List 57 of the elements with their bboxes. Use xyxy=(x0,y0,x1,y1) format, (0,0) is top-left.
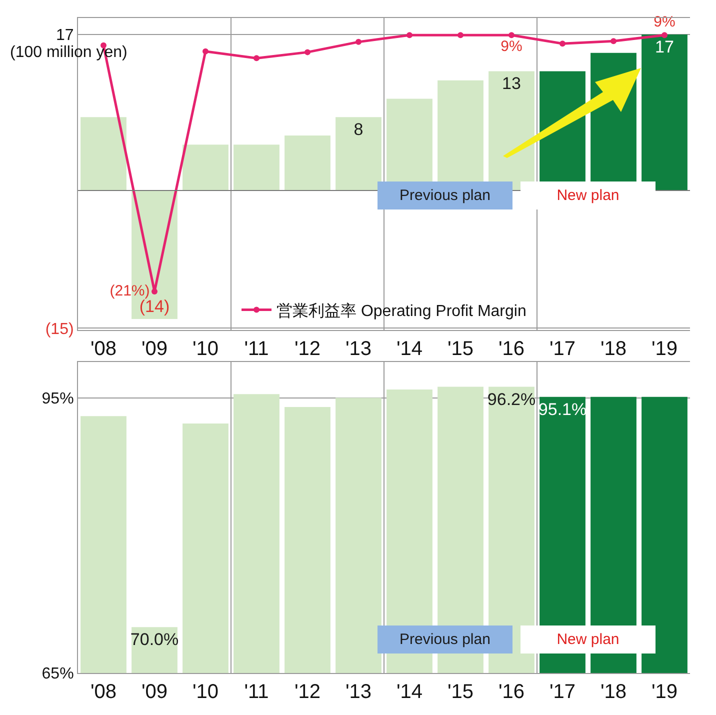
x-tick-label: '19 xyxy=(651,681,678,703)
x-tick-label: '12 xyxy=(294,681,321,703)
data-label: 96.2% xyxy=(487,390,536,409)
x-tick-label: '10 xyxy=(192,681,219,703)
point xyxy=(152,288,158,295)
y-tick-label: 17 xyxy=(56,27,74,44)
bar xyxy=(80,117,126,191)
point xyxy=(610,38,616,44)
x-tick-label: '17 xyxy=(549,681,576,703)
data-label: 17 xyxy=(655,38,674,57)
y-tick-label: (15) xyxy=(45,320,74,338)
point xyxy=(406,32,412,38)
x-tick-label: '09 xyxy=(141,681,168,703)
bar xyxy=(284,135,330,191)
annotation: New plan xyxy=(556,631,620,648)
x-tick-label: '18 xyxy=(600,338,627,360)
bar xyxy=(182,144,228,191)
x-tick-label: '16 xyxy=(498,338,525,360)
point xyxy=(458,32,464,38)
bar xyxy=(234,144,280,191)
data-label: 95.1% xyxy=(538,400,587,419)
x-tick-label: '12 xyxy=(294,338,321,360)
point xyxy=(356,38,362,45)
data-label: 9% xyxy=(500,38,522,56)
data-label: 13 xyxy=(502,74,521,94)
x-tick-label: '14 xyxy=(396,681,423,703)
point xyxy=(560,40,566,47)
x-tick-label: '15 xyxy=(447,338,474,360)
x-tick-label: '18 xyxy=(600,681,627,703)
point xyxy=(254,55,260,62)
y-tick-label: 95% xyxy=(42,390,74,408)
x-tick-label: '17 xyxy=(549,338,576,360)
annotation: Previous plan xyxy=(400,187,490,204)
point xyxy=(304,49,310,56)
x-tick-label: '16 xyxy=(498,681,525,703)
annotation: New plan xyxy=(556,187,620,204)
x-tick-label: '13 xyxy=(345,338,372,360)
x-tick-label: '15 xyxy=(447,681,474,703)
point xyxy=(508,32,514,38)
x-tick-label: '09 xyxy=(141,338,168,360)
x-tick-label: '10 xyxy=(192,338,219,360)
x-tick-label: '08 xyxy=(90,681,117,703)
bar xyxy=(336,117,382,191)
data-label: 8 xyxy=(354,120,364,140)
data-label: (21%) xyxy=(110,282,150,300)
data-label: 70.0% xyxy=(130,630,179,650)
x-tick-label: '11 xyxy=(244,681,269,703)
x-tick-label: '08 xyxy=(90,338,117,360)
x-tick-label: '13 xyxy=(345,681,372,703)
x-tick-label: '14 xyxy=(396,338,423,360)
point xyxy=(202,48,208,54)
legend-label: 営業利益率 Operating Profit Margin xyxy=(276,302,526,320)
point xyxy=(662,32,668,38)
annotation: Previous plan xyxy=(400,631,490,648)
x-tick-label: '19 xyxy=(651,338,678,360)
x-tick-label: '11 xyxy=(244,338,269,360)
y-tick-label: 65% xyxy=(42,666,74,683)
